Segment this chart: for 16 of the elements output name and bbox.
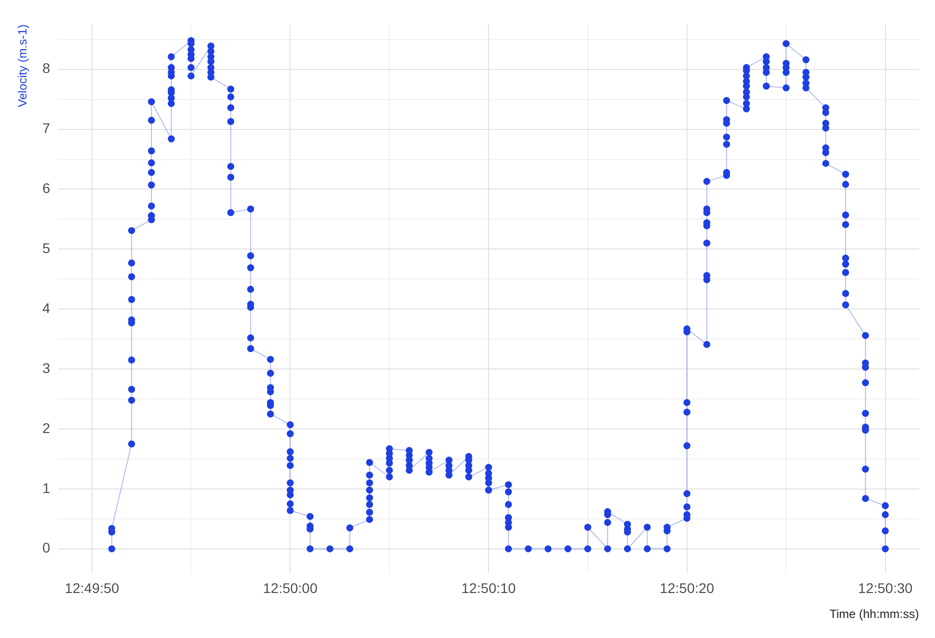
- x-tick-label: 12:50:20: [660, 580, 714, 596]
- x-axis-title: Time (hh:mm:ss): [829, 607, 919, 622]
- y-axis-title: Velocity (m.s-1): [16, 24, 30, 108]
- y-tick-label: 0: [42, 540, 50, 556]
- y-tick-label: 8: [42, 60, 50, 76]
- x-tick-label: 12:50:30: [858, 580, 913, 596]
- y-tick-label: 1: [42, 480, 50, 496]
- y-tick-label: 6: [42, 180, 50, 196]
- y-tick-label: 4: [42, 300, 50, 316]
- x-tick-label: 12:50:10: [461, 580, 516, 596]
- y-tick-label: 2: [42, 420, 50, 436]
- y-tick-label: 3: [42, 360, 50, 376]
- y-tick-label: 7: [42, 120, 50, 136]
- y-tick-label: 5: [42, 240, 50, 256]
- x-tick-label: 12:49:50: [64, 580, 120, 596]
- x-tick-label: 12:50:00: [262, 580, 318, 596]
